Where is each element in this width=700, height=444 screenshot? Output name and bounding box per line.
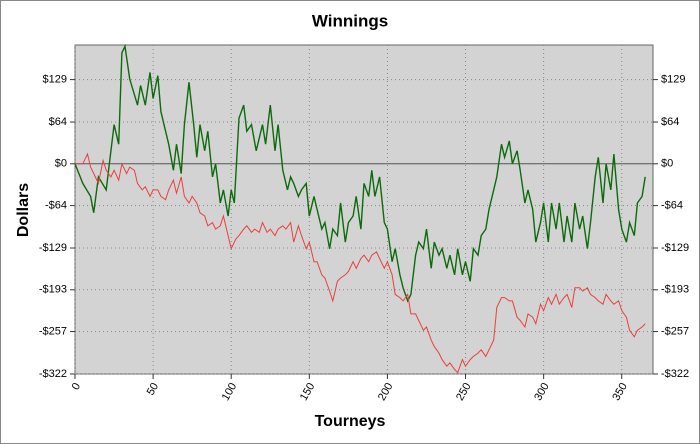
y-tick-label: $129 (43, 74, 67, 86)
y2-tick-label: $129 (661, 74, 685, 86)
y2-tick-label: $0 (661, 158, 673, 170)
chart-title: Winnings (312, 11, 388, 30)
y-tick-label: -$322 (39, 368, 67, 380)
y-tick-label: -$64 (45, 199, 67, 211)
series-line (75, 152, 646, 374)
y2-tick-label: -$64 (661, 199, 683, 211)
y2-tick-label: -$257 (661, 325, 689, 337)
y2-tick-label: -$322 (661, 368, 689, 380)
y-tick-label: $64 (49, 116, 67, 128)
x-tick-label: 0 (70, 381, 83, 392)
x-axis-label: Tourneys (315, 413, 386, 430)
plot-area (74, 44, 654, 375)
y2-tick-label: -$129 (661, 242, 689, 254)
y2-tick-label: $64 (661, 116, 679, 128)
y-tick-label: -$257 (39, 325, 67, 337)
y-tick-label: -$129 (39, 242, 67, 254)
series-line (74, 43, 646, 303)
y-tick-label: $0 (55, 158, 67, 170)
y-tick-label: -$193 (39, 284, 67, 296)
x-tick-label: 50 (145, 381, 162, 398)
y-axis-label: Dollars (15, 183, 32, 237)
y2-tick-label: -$193 (661, 284, 689, 296)
